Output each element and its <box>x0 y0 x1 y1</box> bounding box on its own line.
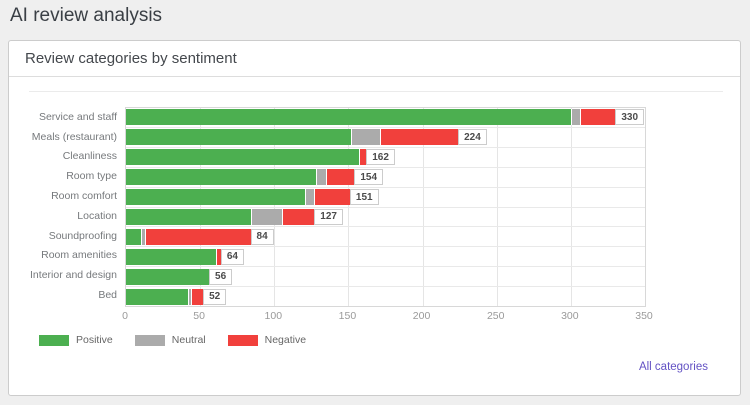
category-axis: Service and staff Meals (restaurant) Clean… <box>29 107 117 305</box>
category-label: Meals (restaurant) <box>31 130 117 143</box>
bar-segment-negative[interactable] <box>326 169 355 186</box>
bar-segment-positive[interactable] <box>126 189 306 206</box>
stacked-bar: 64 <box>126 248 244 265</box>
legend-swatch-positive <box>39 334 69 346</box>
bar-row: 162 <box>126 146 645 167</box>
legend-item-negative[interactable]: Negative <box>227 334 307 346</box>
bar-row: 84 <box>126 226 645 246</box>
bar-segment-positive[interactable] <box>126 248 217 265</box>
bar-segment-neutral[interactable] <box>250 208 282 225</box>
bar-row: 52 <box>126 286 645 306</box>
legend-swatch-negative <box>227 334 258 346</box>
category-label: Room amenities <box>41 249 117 262</box>
stacked-bar: 330 <box>126 109 645 126</box>
bar-row: 330 <box>126 108 645 127</box>
bar-segment-neutral[interactable] <box>570 109 580 126</box>
bar-segment-positive[interactable] <box>126 109 571 126</box>
bar-segment-negative[interactable] <box>216 248 221 265</box>
category-label: Cleanliness <box>62 150 117 163</box>
total-value-label: 56 <box>209 268 233 285</box>
bar-row: 151 <box>126 186 645 207</box>
x-tick-label: 100 <box>264 310 283 322</box>
category-label: Room type <box>66 170 117 183</box>
stacked-bar: 162 <box>126 149 395 166</box>
total-value-label: 151 <box>349 189 379 206</box>
page-title: AI review analysis <box>10 5 163 26</box>
stacked-bar: 151 <box>126 189 379 206</box>
bar-segment-positive[interactable] <box>126 129 352 146</box>
stacked-bar: 52 <box>126 288 227 305</box>
total-value-label: 84 <box>250 228 274 245</box>
stacked-bar: 84 <box>126 228 274 245</box>
bar-segment-neutral[interactable] <box>351 129 380 146</box>
category-label: Room comfort <box>51 190 117 203</box>
stacked-bar: 224 <box>126 129 487 146</box>
category-label: Location <box>77 209 117 222</box>
bar-segment-negative[interactable] <box>145 228 251 245</box>
bar-segment-positive[interactable] <box>126 169 316 186</box>
bar-row: 224 <box>126 126 645 147</box>
x-tick-label: 50 <box>193 310 205 322</box>
category-label: Soundproofing <box>48 229 117 242</box>
legend-label: Positive <box>76 334 113 346</box>
bar-segment-negative[interactable] <box>579 109 616 126</box>
legend-label: Negative <box>264 334 307 346</box>
bar-segment-negative[interactable] <box>314 189 350 206</box>
bar-row: 64 <box>126 246 645 266</box>
bar-row: 154 <box>126 166 645 187</box>
legend-item-neutral[interactable]: Neutral <box>134 334 206 346</box>
x-tick-label: 200 <box>412 310 431 322</box>
bar-segment-neutral[interactable] <box>305 189 315 206</box>
bar-segment-neutral[interactable] <box>188 288 192 305</box>
bar-segment-positive[interactable] <box>126 208 251 225</box>
chart-legend: Positive Neutral Negative <box>39 334 328 346</box>
category-label: Service and staff <box>38 110 117 123</box>
x-tick-label: 0 <box>122 310 128 322</box>
stacked-bar: 56 <box>126 268 233 285</box>
x-tick-label: 150 <box>338 310 357 322</box>
legend-swatch-neutral <box>134 334 165 346</box>
legend-label: Neutral <box>171 334 206 346</box>
stacked-bar: 154 <box>126 169 384 186</box>
bar-segment-positive[interactable] <box>126 228 141 245</box>
x-tick-label: 250 <box>486 310 505 322</box>
bar-segment-negative[interactable] <box>358 149 367 166</box>
panel-header: Review categories by sentiment <box>9 41 740 77</box>
bar-row: 56 <box>126 266 645 286</box>
bar-segment-negative[interactable] <box>281 208 315 225</box>
total-value-label: 64 <box>220 248 244 265</box>
x-tick-label: 350 <box>635 310 653 322</box>
total-value-label: 162 <box>366 149 395 166</box>
bar-segment-neutral[interactable] <box>315 169 327 186</box>
panel-title: Review categories by sentiment <box>25 50 237 67</box>
stacked-bar: 127 <box>126 208 343 225</box>
legend-item-positive[interactable]: Positive <box>39 334 113 346</box>
category-label: Interior and design <box>30 269 117 282</box>
plot-area: 330 224 162 154 151 127 84 64 56 52 <box>125 107 646 307</box>
sentiment-chart: Service and staff Meals (restaurant) Clean… <box>29 91 723 352</box>
bar-segment-negative[interactable] <box>379 129 459 146</box>
bar-segment-positive[interactable] <box>126 268 210 285</box>
category-label: Bed <box>98 289 117 302</box>
total-value-label: 127 <box>314 208 343 225</box>
total-value-label: 52 <box>203 288 227 305</box>
bar-segment-positive[interactable] <box>126 288 189 305</box>
total-value-label: 330 <box>615 109 645 126</box>
bar-segment-neutral[interactable] <box>140 228 146 245</box>
bar-rows: 330 224 162 154 151 127 84 64 56 52 <box>126 108 645 306</box>
bar-segment-negative[interactable] <box>191 288 204 305</box>
total-value-label: 154 <box>354 169 384 186</box>
review-panel: Review categories by sentiment Service a… <box>8 40 741 396</box>
x-tick-label: 300 <box>561 310 579 322</box>
total-value-label: 224 <box>458 129 487 146</box>
all-categories-link[interactable]: All categories <box>638 361 708 373</box>
bar-segment-positive[interactable] <box>126 149 359 166</box>
bar-row: 127 <box>126 206 645 227</box>
